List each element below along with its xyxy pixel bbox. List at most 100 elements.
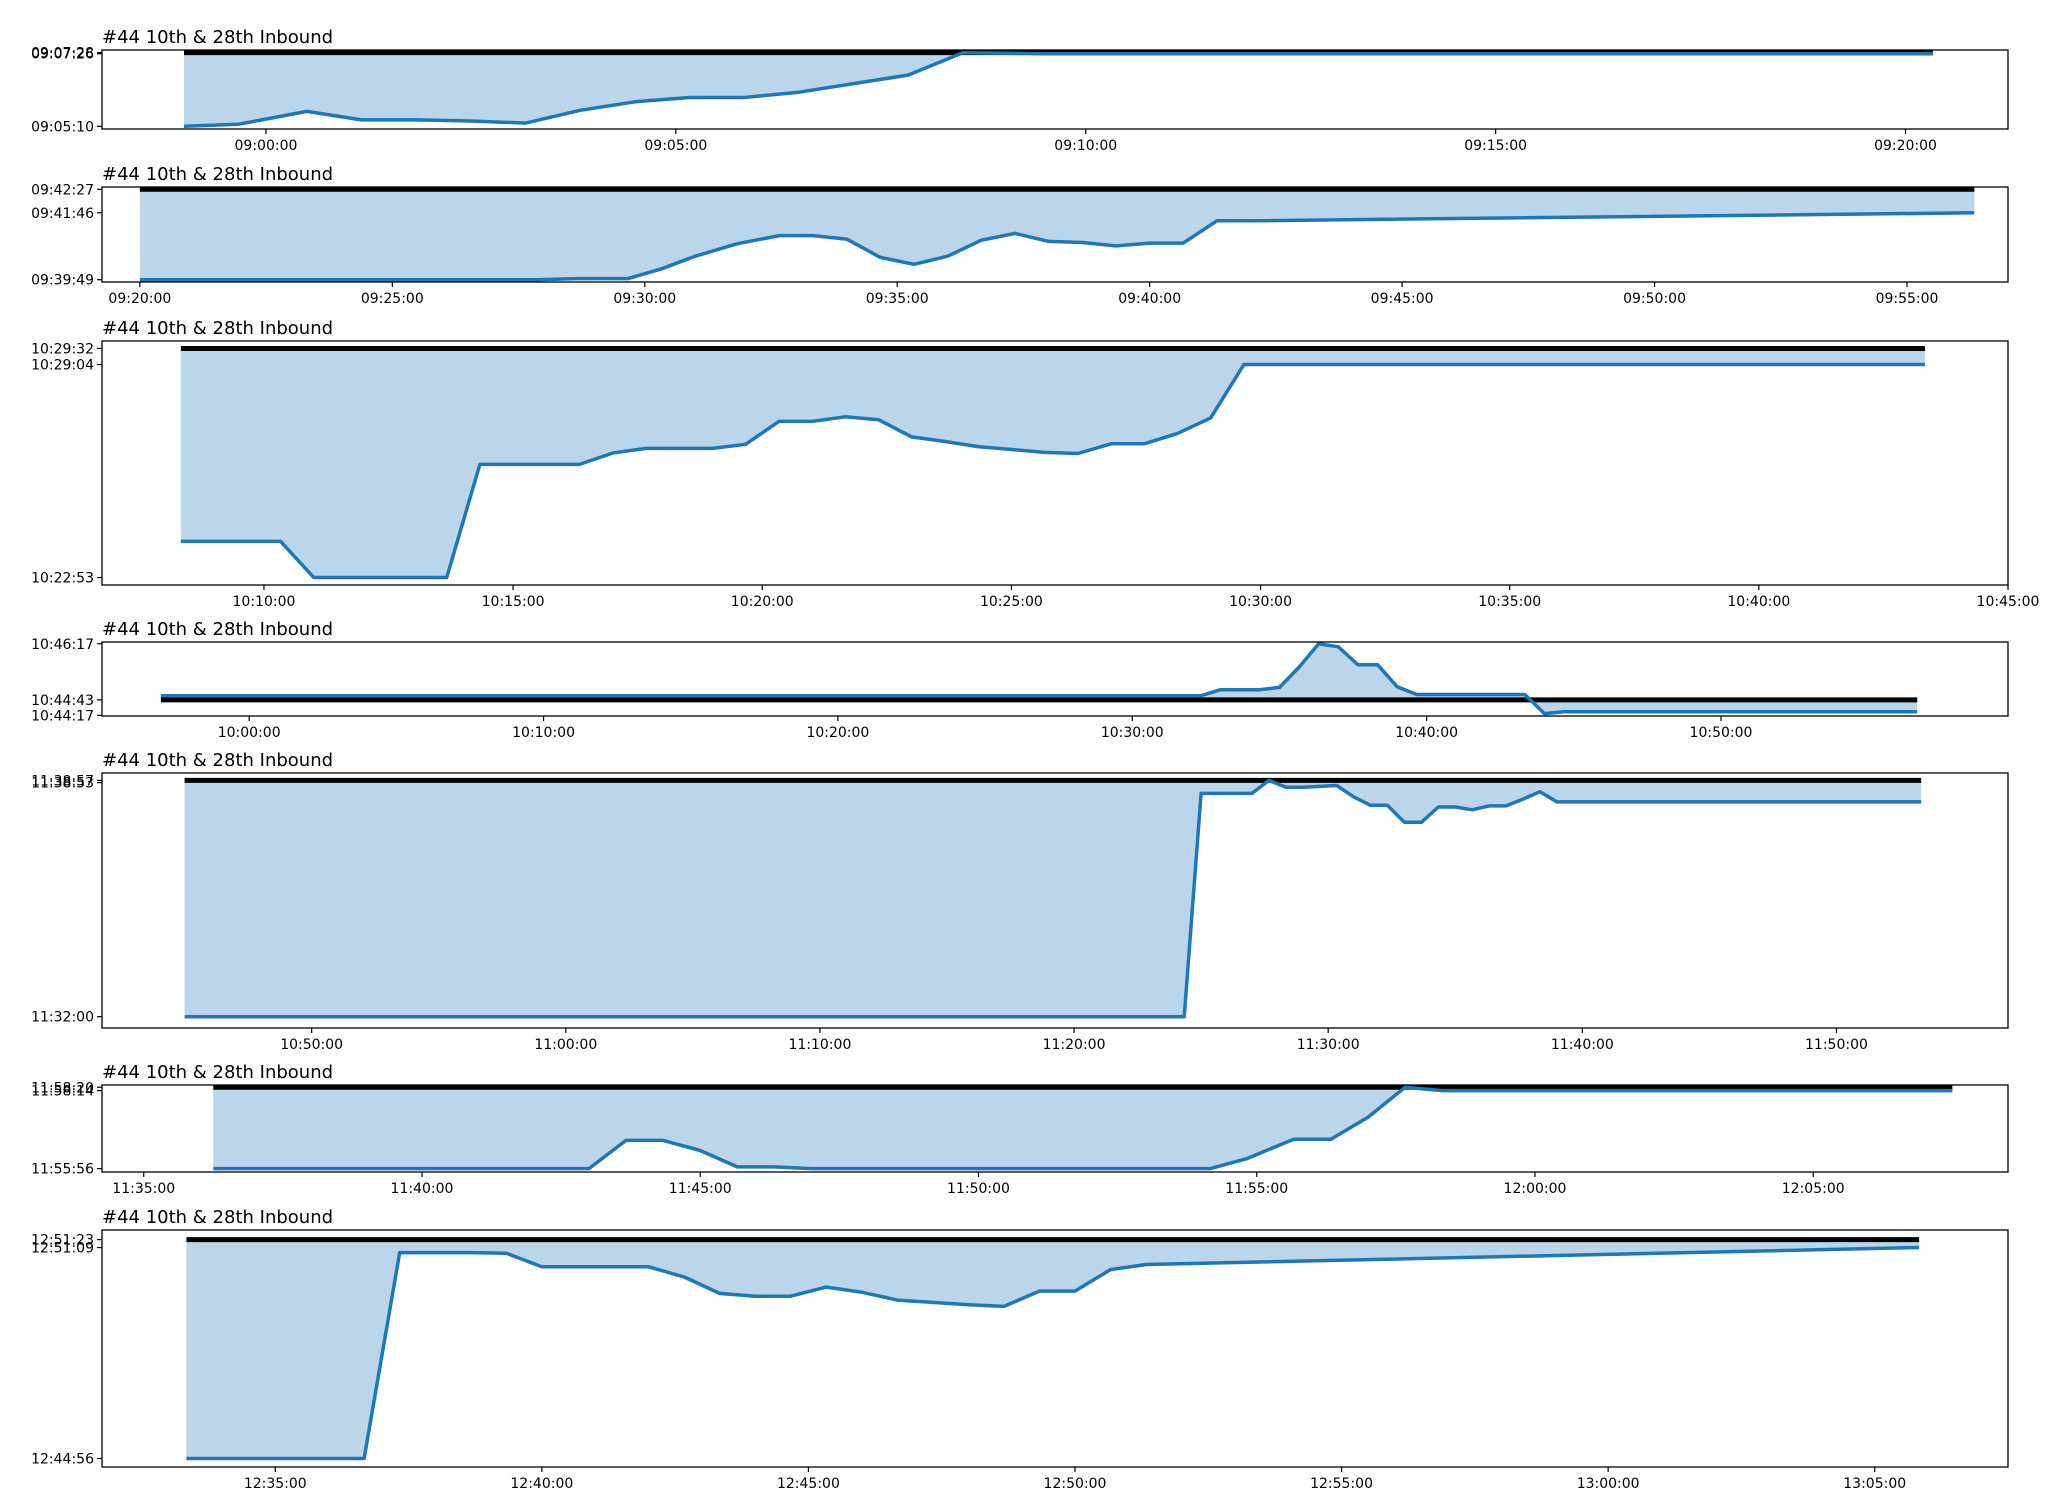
x-tick-label: 11:10:00 [788, 1037, 851, 1053]
arrival-series-line [186, 1245, 1920, 1461]
chart-title: #44 10th & 28th Inbound [102, 619, 333, 640]
plot-frame [101, 49, 2009, 130]
x-tick-label: 12:40:00 [510, 1476, 573, 1492]
x-tick-label: 11:45:00 [669, 1181, 732, 1197]
x-tick-label: 10:30:00 [1229, 594, 1292, 610]
chart-panel-6: #44 10th & 28th Inbound 11:35:00 11:40:00 1… [31, 1062, 2009, 1197]
x-tick-label: 09:55:00 [1876, 291, 1939, 307]
y-tick-label: 10:44:17 [31, 708, 94, 724]
x-tick-label: 13:00:00 [1577, 1476, 1640, 1492]
y-tick-label: 11:32:00 [31, 1010, 94, 1026]
plot-frame [101, 186, 2009, 283]
chart-title: #44 10th & 28th Inbound [102, 750, 333, 771]
y-tick-label: 12:44:56 [31, 1452, 94, 1468]
x-tick-label: 11:50:00 [1805, 1037, 1868, 1053]
plot-frame [101, 772, 2009, 1029]
plot-frame [101, 340, 2009, 586]
y-tick-label: 10:44:43 [31, 693, 94, 709]
chart-panel-1: #44 10th & 28th Inbound 09:00:00 09:05:00 0… [31, 27, 2009, 154]
x-tick-label: 12:00:00 [1504, 1181, 1567, 1197]
x-tick-label: 10:50:00 [280, 1037, 343, 1053]
chart-title: #44 10th & 28th Inbound [102, 318, 333, 339]
y-tick-label: 12:51:09 [31, 1241, 94, 1257]
x-tick-label: 12:35:00 [244, 1476, 307, 1492]
x-tick-label: 09:35:00 [866, 291, 929, 307]
chart-panel-5: #44 10th & 28th Inbound 10:50:00 11:00:00 1… [31, 750, 2009, 1053]
arrival-series-line [213, 1085, 1953, 1171]
x-tick-label: 12:50:00 [1044, 1476, 1107, 1492]
y-tick-label: 11:55:56 [31, 1162, 94, 1178]
x-tick-label: 11:35:00 [112, 1181, 175, 1197]
y-tick-label: 11:38:57 [31, 773, 94, 789]
deviation-area [139, 189, 1975, 280]
x-tick-label: 10:35:00 [1478, 594, 1541, 610]
y-tick-label: 09:42:27 [31, 182, 94, 198]
chart-title: #44 10th & 28th Inbound [102, 164, 333, 185]
y-tick-label: 10:46:17 [31, 637, 94, 653]
y-tick-label: 12:51:23 [31, 1233, 94, 1249]
x-tick-label: 10:40:00 [1727, 594, 1790, 610]
y-tick-label: 11:58:20 [31, 1080, 94, 1096]
x-tick-label: 11:40:00 [391, 1181, 454, 1197]
deviation-area [213, 1087, 1953, 1169]
x-tick-label: 09:50:00 [1623, 291, 1686, 307]
y-tick-label: 10:29:04 [31, 358, 94, 374]
x-tick-label: 12:05:00 [1782, 1181, 1845, 1197]
x-tick-label: 10:00:00 [218, 725, 281, 741]
x-tick-label: 09:30:00 [613, 291, 676, 307]
x-tick-label: 10:10:00 [233, 594, 296, 610]
x-tick-label: 12:55:00 [1310, 1476, 1373, 1492]
x-tick-label: 10:15:00 [482, 594, 545, 610]
arrival-series-line [160, 642, 1918, 716]
deviation-area [186, 1239, 1920, 1459]
x-tick-label: 09:45:00 [1371, 291, 1434, 307]
chart-panel-7: #44 10th & 28th Inbound 12:35:00 12:40:00 1… [31, 1207, 2009, 1492]
x-tick-label: 09:15:00 [1464, 138, 1527, 154]
y-tick-label: 09:05:10 [31, 119, 94, 135]
x-tick-label: 10:50:00 [1690, 725, 1753, 741]
x-tick-label: 10:20:00 [731, 594, 794, 610]
x-tick-label: 09:10:00 [1054, 138, 1117, 154]
x-tick-label: 12:45:00 [777, 1476, 840, 1492]
y-tick-label: 09:41:46 [31, 206, 94, 222]
deviation-area [160, 643, 1918, 714]
deviation-area [180, 348, 1925, 578]
arrival-series-line [184, 778, 1922, 1019]
chart-panel-4: #44 10th & 28th Inbound 10:00:00 10:10:00 1… [31, 619, 2009, 741]
y-tick-label: 10:22:53 [31, 571, 94, 587]
x-tick-label: 10:10:00 [512, 725, 575, 741]
arrival-series-line [183, 50, 1933, 129]
plot-frame [101, 641, 2009, 717]
deviation-area [184, 780, 1922, 1017]
y-tick-label: 10:29:32 [31, 341, 94, 357]
x-tick-label: 09:20:00 [1874, 138, 1937, 154]
x-tick-label: 09:40:00 [1118, 291, 1181, 307]
deviation-area [184, 52, 1933, 127]
x-tick-label: 10:30:00 [1101, 725, 1164, 741]
chart-panel-3: #44 10th & 28th Inbound 10:10:00 10:15:00 1… [31, 318, 2039, 610]
chart-title: #44 10th & 28th Inbound [102, 27, 333, 48]
x-tick-label: 11:00:00 [534, 1037, 597, 1053]
plot-frame [101, 1229, 2009, 1468]
plot-frame [101, 1084, 2009, 1173]
x-tick-label: 11:20:00 [1043, 1037, 1106, 1053]
y-tick-label: 11:38:53 [31, 776, 94, 792]
x-tick-label: 10:45:00 [1977, 594, 2040, 610]
chart-panel-2: #44 10th & 28th Inbound 09:20:00 09:25:00 0… [31, 164, 2009, 307]
y-tick-label: 09:07:26 [31, 47, 94, 63]
x-tick-label: 10:40:00 [1395, 725, 1458, 741]
y-tick-label: 09:07:28 [31, 46, 94, 62]
chart-title: #44 10th & 28th Inbound [102, 1062, 333, 1083]
x-tick-label: 09:00:00 [235, 138, 298, 154]
x-tick-label: 11:40:00 [1551, 1037, 1614, 1053]
arrival-series-line [139, 211, 1975, 282]
x-tick-label: 10:25:00 [980, 594, 1043, 610]
chart-title: #44 10th & 28th Inbound [102, 1207, 333, 1228]
arrival-series-line [180, 362, 1925, 580]
x-tick-label: 13:05:00 [1843, 1476, 1906, 1492]
x-tick-label: 11:50:00 [947, 1181, 1010, 1197]
y-tick-label: 11:58:14 [31, 1084, 94, 1100]
x-tick-label: 11:30:00 [1297, 1037, 1360, 1053]
x-tick-label: 11:55:00 [1225, 1181, 1288, 1197]
